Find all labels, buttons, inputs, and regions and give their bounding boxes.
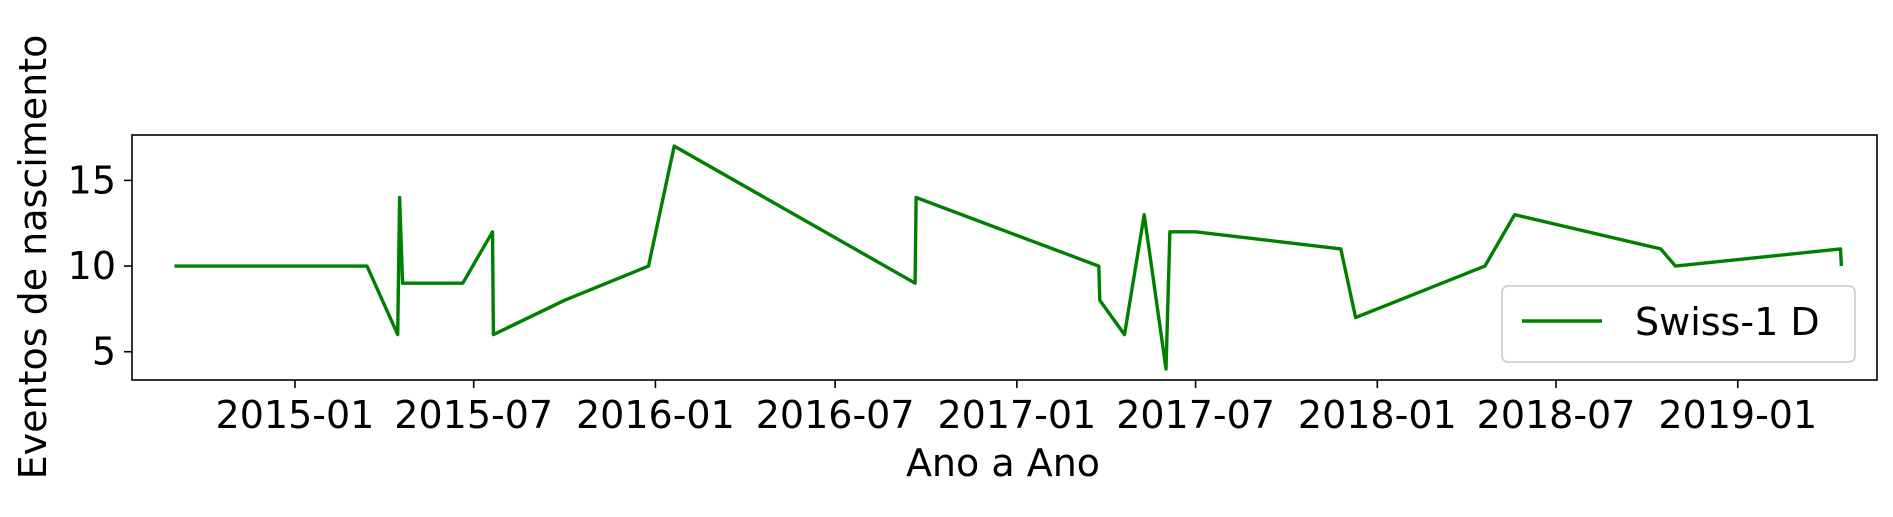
y-tick-label: 5 — [92, 330, 116, 374]
plot-area — [131, 134, 1878, 381]
x-tick-label: 2016-01 — [576, 393, 735, 437]
y-axis-ticks: 5 10 15 — [68, 158, 132, 374]
x-tick-label: 2018-01 — [1298, 393, 1457, 437]
legend-label: Swiss-1 D — [1635, 300, 1820, 344]
x-tick-label: 2017-07 — [1116, 393, 1275, 437]
x-tick-label: 2015-01 — [216, 393, 375, 437]
x-tick-label: 2019-01 — [1658, 393, 1817, 437]
y-tick-label: 15 — [68, 158, 116, 202]
legend-box — [1501, 285, 1856, 363]
legend: Swiss-1 D — [1501, 285, 1856, 363]
x-axis-ticks: 2015-01 2015-07 2016-01 2016-07 2017-01 2017-… — [216, 380, 1817, 437]
x-tick-label: 2018-07 — [1477, 393, 1636, 437]
y-tick-label: 10 — [68, 244, 116, 288]
x-tick-label: 2016-07 — [756, 393, 915, 437]
x-tick-label: 2015-07 — [394, 393, 553, 437]
y-axis-label: Eventos de nascimento — [11, 35, 55, 480]
plot-frame — [131, 134, 1878, 381]
series-line-swiss-1-d — [174, 144, 1844, 371]
x-axis-label: Ano a Ano — [906, 441, 1100, 485]
x-tick-label: 2017-01 — [937, 393, 1096, 437]
